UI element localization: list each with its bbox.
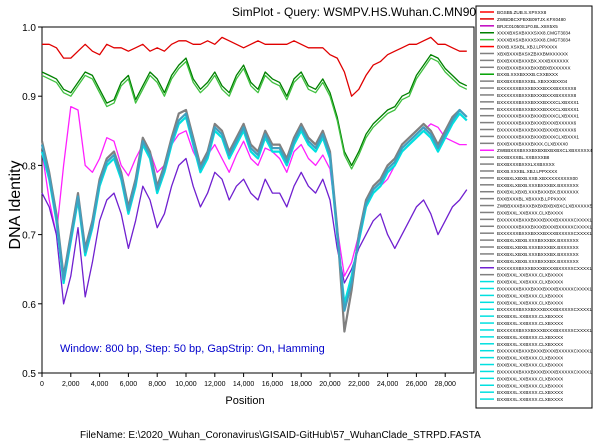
series-layer <box>40 36 468 333</box>
legend-entry: BXXBXXL.XXBXXX.CLXBXXXX <box>497 273 563 278</box>
legend: BGSB5.ZUB.S.XPXXX8 ZWBDBCXFBXB09TJX.KFX04… <box>475 5 593 409</box>
series-line-5 <box>41 157 468 305</box>
legend-entry: BXXBXXL.XXBXXX.CLXBXXXX <box>497 397 563 402</box>
series-line-6 <box>40 108 468 333</box>
legend-entry: BXXBXXL.XXBXXX.CLXBXXXX <box>497 342 563 347</box>
footer-filename: FileName: E:\2020_Wuhan_Coronavirus\GISA… <box>80 430 481 441</box>
legend-entry: ZWBBXXXBXXXBXBXBXBXBXCLXBXXXXX5 <box>497 204 593 209</box>
legend-entry: BXXBXXL.XXBXXX.CLXBXXXX <box>497 300 563 305</box>
x-tick-label: 26,000 <box>406 381 428 388</box>
x-axis-label: Position <box>225 395 264 407</box>
legend-entry: BXXBXXL.XXBXXX.CLXBXXXX <box>497 293 563 298</box>
legend-entry: BXXBXXL.XXBXXX.CLXBXXXX <box>497 390 563 395</box>
legend-entry: BXXXXXXBXXXBXXXBXXXCLXBXXX1 <box>497 134 579 139</box>
legend-entry: BXXXXXXBXXXBXXXBXXXBXXXXX6 <box>497 121 577 126</box>
legend-entry: BXXBXXXBL.XBXXXB.LPPXXXX <box>497 197 566 202</box>
legend-entry: BXXBXXXBL.XXBXXXB8 <box>497 155 550 160</box>
series-line-3 <box>41 57 468 170</box>
legend-entry: BGSB5.ZUB.S.XPXXX8 <box>497 10 547 15</box>
chart-title: SimPlot - Query: WSMPV.HS.Wuhan.C.MN9089… <box>232 5 503 19</box>
series-line-1 <box>42 36 467 97</box>
x-tick-label: 20,000 <box>319 381 341 388</box>
x-tick-label: 22,000 <box>348 381 370 388</box>
legend-entry: ZWBBXXXBXXXBXBXBXBXBXCLXBXXXXX4 <box>497 148 593 153</box>
x-tick-label: 28,000 <box>434 381 456 388</box>
y-tick-label: 0.9 <box>22 92 36 103</box>
legend-entry: BXXXXXXBXXXBXXXBXXXBXXXXXCXXXX1 <box>497 369 592 374</box>
legend-entry: BXXXXXXBXXXBXXXBXXXBXXXXXCXXXX1 <box>497 328 592 333</box>
legend-entry: BXXBXXL.XXBXXX.CLXBXXXX <box>497 321 563 326</box>
legend-entry: BXXXXXXBXXXBXXXBXXXBXXXXXCXXXX1 <box>497 349 592 354</box>
legend-entry: BXXBXXL.XXBXXX.CLXBXXXX <box>497 314 563 319</box>
legend-entry: XBXBXXXBXSXZBXXBMXXXXXX <box>497 51 568 56</box>
legend-entry: BXXXXXXBXXXBXXXBXXXCLXBXXX1 <box>497 107 579 112</box>
legend-entry: BXXXXXXBXXXBXXXBXXXCLXBXXX1 <box>497 114 579 119</box>
legend-entry: XXXXBXSXBXXXSXX8.CMGT3034 <box>497 31 571 36</box>
x-tick-label: 24,000 <box>377 381 399 388</box>
legend-entry: ZWBDBCXFBXB09TJX.KFX0480 <box>497 17 566 22</box>
legend-entry: BXXBXXL.XXBXXX.CLXBXXXX <box>497 335 563 340</box>
legend-entry: BXXBXLXBXB.XXB.XBXXXXXXXXX00 <box>497 176 578 181</box>
x-tick-label: 14,000 <box>233 381 255 388</box>
x-tick-label: 10,000 <box>175 381 197 388</box>
series-line-7 <box>40 112 468 305</box>
legend-entry: XXXXBXSXBXXXSXX8.CMGT3034 <box>497 38 571 43</box>
legend-entry: BXXBXXL.XXBXXX.CLXBXXXX <box>497 356 563 361</box>
legend-entry: BXXB.XSXBL.XBJ.LPPXXXX <box>497 45 557 50</box>
legend-entry: BXXBXXL.XXBXXX.CLXBXXXX <box>497 363 563 368</box>
x-tick-label: 16,000 <box>262 381 284 388</box>
y-tick-label: 1.0 <box>22 23 36 34</box>
legend-entry: BXXBXXXBXXXBL.XBXXXBXX04 <box>497 79 568 84</box>
legend-entry: BXXBXXXBXXXBX.XXXBXXXXXX <box>497 58 569 63</box>
legend-entry: BXXB.XXXBXXXB.CXXBXXX <box>497 72 558 77</box>
legend-entry: BXXXXXXBXXXBXXXBXXXBXXXXXCXXXX1 <box>497 286 592 291</box>
y-tick-label: 0.5 <box>22 369 36 380</box>
legend-entry: BXXBXLXBXB.XXXBXXXBX.BXXXXXX <box>497 245 579 250</box>
legend-entry: BXXXXXXBXXXBXXXBXXXBXXXXXCXXXX1 <box>497 224 592 229</box>
legend-entry: BXXBXLXBXB.XXXBXXXBX.BXXXXXX <box>497 259 579 264</box>
legend-entry: BXXB.XXXBL.XBJ.LPPXXXX <box>497 169 557 174</box>
series-line-2 <box>41 54 468 167</box>
y-tick-label: 0.8 <box>22 161 36 172</box>
legend-entry: BXXBXLXBXB.XXXBXXXBX.BXXXXXX <box>497 238 579 243</box>
legend-entry: BXXXXXXBXXXBXXXBXXXCLXBXXX1 <box>497 100 579 105</box>
window-annotation: Window: 800 bp, Step: 50 bp, GapStrip: O… <box>60 343 325 355</box>
x-tick-label: 2,000 <box>62 381 80 388</box>
legend-frame <box>475 5 593 409</box>
legend-entry: BXXBXLXBXB.XXXBXXXBX.BXXXXXX <box>497 183 579 188</box>
legend-entry: BXXBXXXBXXXBXXBBXBXXXXXX <box>497 65 571 70</box>
y-tick-label: 0.6 <box>22 300 36 311</box>
legend-entry: BXXXXXXBXXXBXXXBXXXBXXXXX8 <box>497 93 577 98</box>
y-axis: 0.5 0.6 0.7 0.8 0.9 1.0 <box>22 23 42 380</box>
legend-entry: BXXBXXL.XXBXXX.CLXBXXXX <box>497 376 563 381</box>
x-tick-label: 18,000 <box>290 381 312 388</box>
legend-entry: BXXBXXL.XXBXXX.CLXBXXXX <box>497 280 563 285</box>
legend-entry: BXXBXXL.XXBXXX.CLXBXXXX <box>497 383 563 388</box>
legend-entry: BRJC01050S1F0.BL.X8X5X5 <box>497 24 558 29</box>
legend-entry: BXXBXLXBXB.XXXBXXXBX.BXXXXXX <box>497 190 579 195</box>
legend-entry: BXXBXXXBXXXLXXBXXXX <box>497 162 555 167</box>
legend-entry: BXXXXXXBXXXBXXXBXXXBXXXXXCXXXX1 <box>497 217 592 222</box>
legend-entry: BXXXXXXBXXXBXXXBXXXBXXXXXCXXXX1 <box>497 266 592 271</box>
legend-entry: BXXXXXXBXXXBXXXBXXXBXXXXX6 <box>497 128 577 133</box>
x-tick-label: 12,000 <box>204 381 226 388</box>
x-axis: 0 2,000 4,000 6,000 8,000 10,000 12,000 14,000 1… <box>40 373 456 388</box>
legend-entry: BXXXXXXBXXXBXXXBXXXBXXXXXCXXXX1 <box>497 231 592 236</box>
x-tick-label: 4,000 <box>91 381 109 388</box>
y-tick-label: 0.7 <box>22 231 36 242</box>
y-axis-label: DNA Identity <box>7 161 24 250</box>
legend-entry: BXXBXXL.XXBXXX.CLXBXXXX <box>497 210 563 215</box>
legend-entry: BXXBXLXBXB.XXXBXXXBX.BXXXXXX <box>497 252 579 257</box>
x-tick-label: 8,000 <box>148 381 166 388</box>
legend-entry: BXXXXXXBXXXBXXXBXXXBXXXXXCXXXX1 <box>497 307 592 312</box>
legend-entry: BXXXXXXBXXXBXXXBXXXBXXXXX8 <box>497 86 577 91</box>
legend-entry: BXXBXXXBXXXBXXX.CLXBXXX0 <box>497 141 568 146</box>
x-tick-label: 6,000 <box>120 381 138 388</box>
x-tick-label: 0 <box>40 381 44 388</box>
series-line-8 <box>40 108 468 312</box>
